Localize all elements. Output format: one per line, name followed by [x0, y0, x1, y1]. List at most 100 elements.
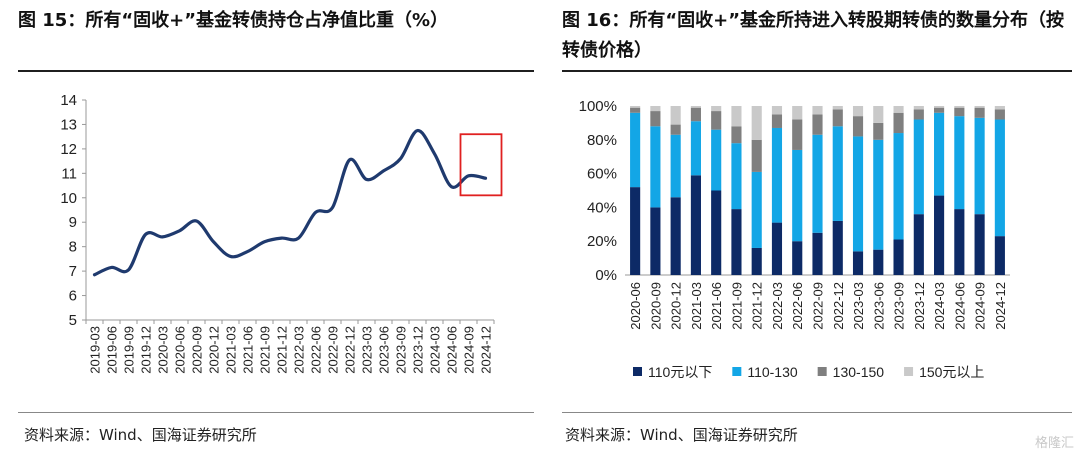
x-tick-label: 2019-12: [139, 326, 154, 374]
bar-segment: [792, 106, 803, 120]
bar-segment: [751, 106, 762, 140]
left-source-note: 资料来源：Wind、国海证券研究所: [24, 426, 257, 444]
bar-segment: [994, 109, 1005, 120]
x-tick-label: 2022-03: [292, 326, 307, 374]
right-title-rule: [562, 70, 1072, 72]
x-tick-label: 2021-03: [689, 282, 704, 330]
legend-swatch: [633, 367, 642, 376]
y-tick-label: 12: [60, 141, 77, 158]
bar-segment: [852, 136, 864, 252]
bar-segment: [873, 249, 884, 275]
bar-segment: [893, 239, 904, 275]
x-tick-label: 2024-09: [462, 326, 477, 374]
bar-segment: [711, 129, 722, 191]
highlight-box: [459, 133, 503, 197]
bar-segment: [792, 241, 803, 275]
x-tick-label: 2023-12: [912, 282, 927, 330]
bar-segment: [832, 109, 843, 127]
x-tick-label: 2022-06: [309, 326, 324, 374]
left-title-rule: [18, 70, 534, 72]
legend-label: 110-130: [747, 364, 798, 380]
bar-segment: [731, 209, 742, 275]
bar-segment: [934, 107, 945, 113]
x-tick-label: 2020-06: [173, 326, 188, 374]
bar-segment: [751, 171, 762, 248]
y-tick-label: 20%: [587, 233, 617, 250]
bar-segment: [670, 106, 681, 125]
right-chart-title: 图 16：所有“固收+”基金所持进入转股期转债的数量分布（按转债价格）: [562, 10, 1065, 61]
bar-segment: [670, 134, 681, 198]
x-tick-label: 2020-06: [628, 282, 643, 330]
bar-segment: [690, 175, 701, 275]
bar-segment: [630, 106, 641, 108]
x-tick-label: 2020-09: [190, 326, 205, 374]
left-chart-title: 图 15：所有“固收+”基金转债持仓占净值比重（%）: [18, 10, 449, 31]
x-tick-label: 2023-03: [851, 282, 866, 330]
bar-segment: [832, 106, 843, 110]
bar-segment: [852, 251, 864, 275]
bar-segment: [711, 106, 722, 112]
x-tick-label: 2023-06: [377, 326, 392, 374]
x-tick-label: 2023-03: [360, 326, 375, 374]
bar-segment: [873, 139, 884, 250]
bar-segment: [690, 121, 701, 176]
bar-segment: [832, 126, 843, 221]
x-tick-label: 2020-12: [207, 326, 222, 374]
bar-segment: [650, 106, 661, 112]
bar-segment: [852, 116, 864, 137]
bar-segment: [974, 214, 985, 275]
x-tick-label: 2022-12: [831, 282, 846, 330]
bar-segment: [913, 214, 924, 275]
x-tick-label: 2021-06: [241, 326, 256, 374]
bar-segment: [832, 220, 843, 275]
left-footer-rule: [18, 412, 534, 413]
right-source-note: 资料来源：Wind、国海证券研究所: [565, 426, 798, 444]
bar-segment: [913, 119, 924, 215]
x-tick-label: 2019-03: [88, 326, 103, 374]
x-tick-label: 2024-03: [428, 326, 443, 374]
bar-segment: [771, 114, 783, 128]
series-line: [92, 128, 488, 277]
x-tick-label: 2022-09: [811, 282, 826, 330]
bar-segment: [650, 111, 661, 127]
bar-segment: [751, 139, 762, 172]
legend-label: 130-150: [833, 364, 885, 380]
bar-segment: [994, 236, 1005, 275]
bar-segment: [994, 106, 1005, 110]
bar-segment: [954, 106, 965, 108]
right-footer-rule: [562, 412, 1072, 413]
bar-segment: [690, 106, 701, 108]
stacked-bar-chart: 0% 20% 40% 60% 80% 100% 2020-06 2020-09 2020-12 2…: [579, 98, 1010, 380]
bar-segment: [792, 149, 803, 242]
bar-segment: [954, 107, 965, 117]
x-tick-label: 2024-06: [445, 326, 460, 374]
x-tick-label: 2019-06: [105, 326, 120, 374]
bar-segment: [812, 232, 823, 275]
bar-segment: [913, 106, 924, 110]
bar-segment: [792, 119, 803, 150]
y-tick-label: 100%: [579, 98, 617, 115]
x-tick-label: 2019-09: [122, 326, 137, 374]
x-tick-label: 2024-12: [993, 282, 1008, 330]
x-tick-label: 2022-12: [343, 326, 358, 374]
y-tick-label: 6: [69, 288, 77, 305]
bar-segment: [630, 107, 641, 113]
legend-label: 150元以上: [919, 364, 984, 380]
bar-segment: [893, 133, 904, 240]
y-tick-label: 8: [69, 239, 77, 256]
bar-segment: [954, 116, 965, 210]
bar-segment: [771, 222, 783, 275]
bar-segment: [751, 247, 762, 275]
bar-segment: [974, 106, 985, 108]
x-tick-label: 2023-09: [892, 282, 907, 330]
y-tick-label: 9: [69, 214, 77, 231]
bar-segment: [913, 109, 924, 120]
legend-label: 110元以下: [648, 364, 712, 380]
bar-segment: [954, 209, 965, 275]
line-chart: 5 6 7 8 9 10 11 12 13 14 2019-03 2019-06 2019-09 2019…: [60, 92, 503, 374]
y-tick-label: 10: [60, 190, 77, 207]
x-tick-label: 2024-03: [932, 282, 947, 330]
x-tick-label: 2022-06: [790, 282, 805, 330]
x-tick-label: 2023-12: [411, 326, 426, 374]
bar-segment: [852, 106, 864, 117]
